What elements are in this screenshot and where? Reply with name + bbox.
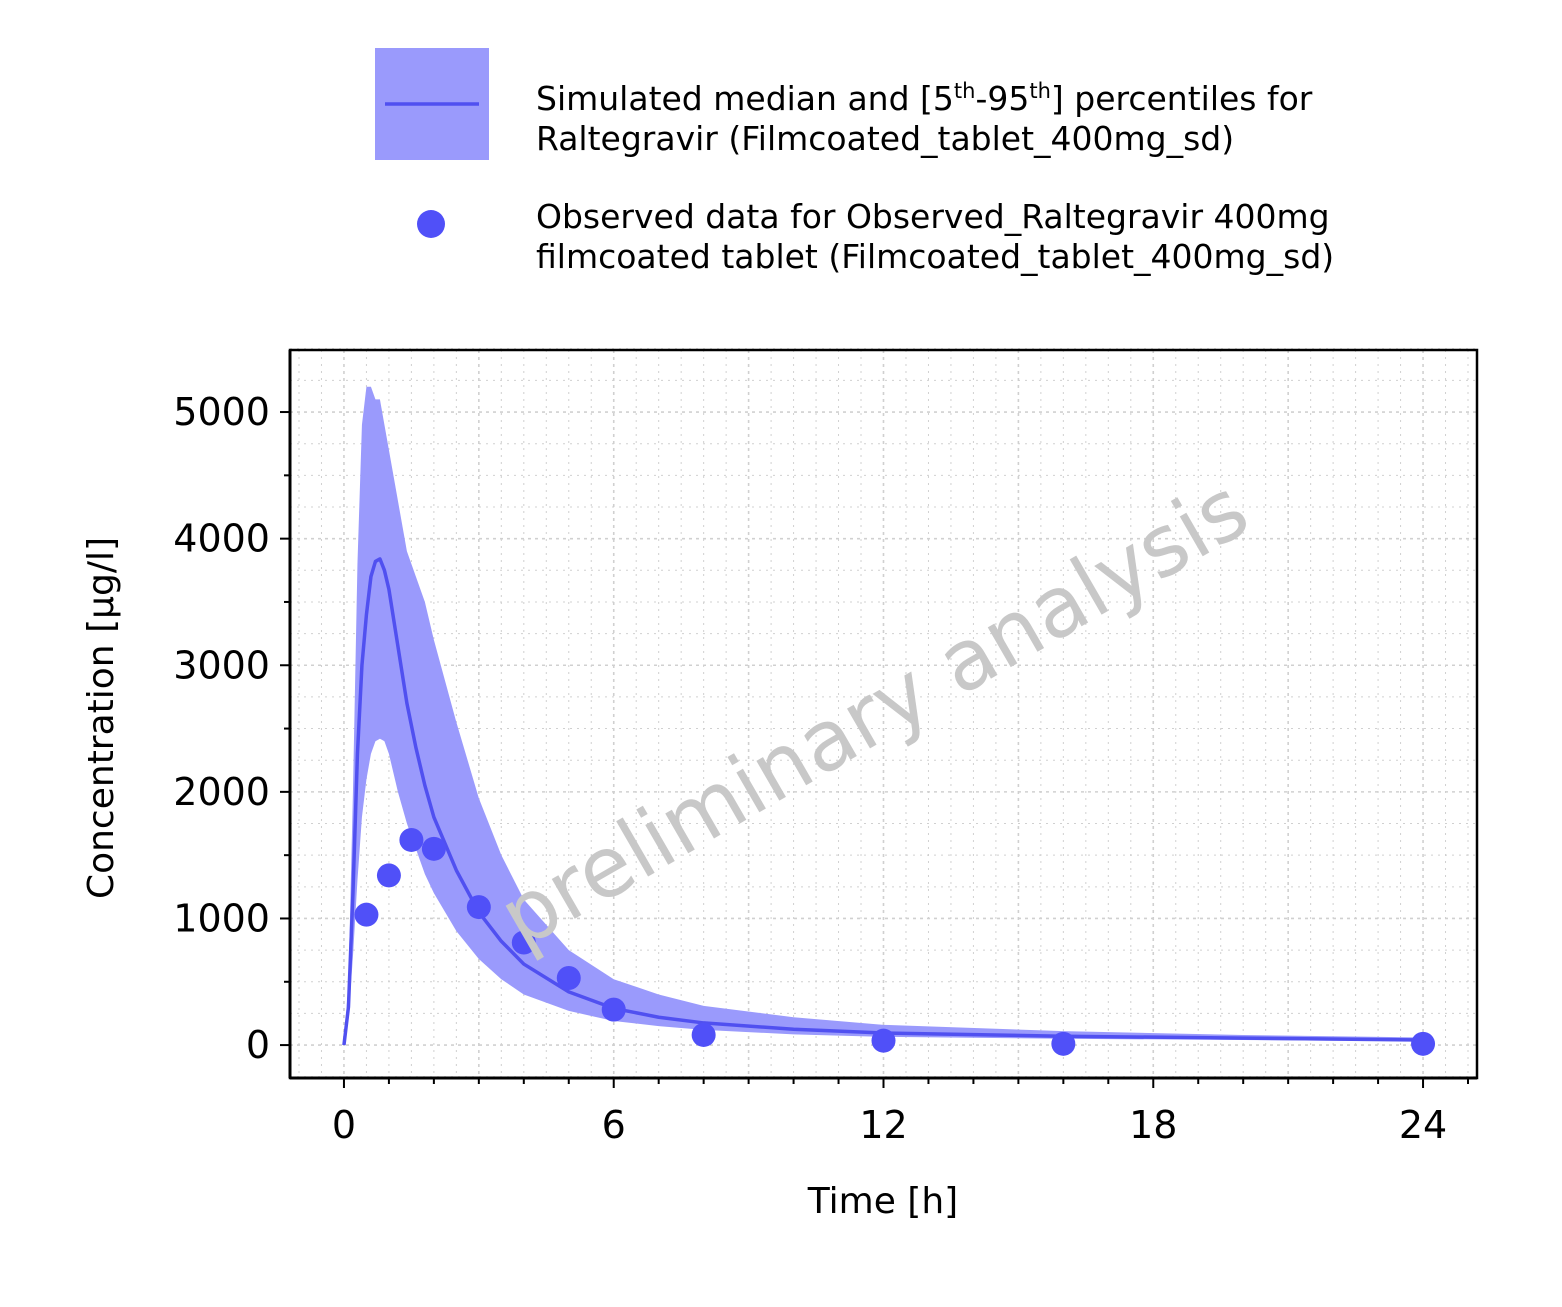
legend-simulated-part2: -95	[975, 79, 1029, 118]
y-tick-label: 1000	[173, 896, 270, 940]
observed-points	[354, 827, 1436, 1056]
observed-point	[601, 997, 626, 1022]
median-line	[342, 557, 1424, 1046]
y-tick-label: 3000	[173, 643, 270, 687]
observed-point	[1411, 1031, 1436, 1056]
x-tick-label: 24	[1399, 1103, 1447, 1147]
legend-simulated-part1: Simulated median and [5	[536, 79, 954, 118]
y-tick-label: 0	[246, 1023, 270, 1067]
x-axis-title: Time [h]	[807, 1181, 958, 1222]
y-tick-label: 2000	[173, 770, 270, 814]
observed-point	[354, 902, 379, 927]
x-tick-label: 18	[1129, 1103, 1177, 1147]
y-axis-title: Concentration [µg/l]	[81, 537, 122, 899]
legend-simulated-line2: Raltegravir (Filmcoated_tablet_400mg_sd)	[536, 119, 1234, 158]
axes	[280, 348, 1479, 1088]
legend-observed-marker	[417, 210, 445, 238]
observed-point	[511, 930, 536, 955]
tick-labels: 0 6 12 18 24 0 1000 2000 3000 4000 5000	[173, 390, 1447, 1147]
y-tick-label: 5000	[173, 390, 270, 434]
legend-observed-line1: Observed data for Observed_Raltegravir 4…	[536, 197, 1330, 236]
y-tick-label: 4000	[173, 517, 270, 561]
observed-point	[871, 1028, 896, 1053]
legend-simulated-label: Simulated median and [5th-95th] percenti…	[536, 79, 1313, 118]
legend-observed-line2: filmcoated tablet (Filmcoated_tablet_400…	[536, 237, 1334, 276]
observed-point	[1051, 1031, 1076, 1056]
grid	[290, 348, 1477, 1078]
observed-point	[691, 1022, 716, 1047]
x-tick-label: 12	[859, 1103, 907, 1147]
observed-point	[466, 895, 491, 920]
watermark: preliminary analysis	[483, 459, 1264, 967]
median-line-path	[342, 557, 1424, 1046]
observed-point	[399, 827, 424, 852]
x-tick-label: 0	[332, 1103, 356, 1147]
legend-simulated-part3: ] percentiles for	[1051, 79, 1313, 118]
observed-point	[376, 863, 401, 888]
observed-point	[421, 836, 446, 861]
x-tick-label: 6	[602, 1103, 626, 1147]
observed-point	[556, 965, 581, 990]
legend-simulated-sup1: th	[954, 79, 976, 103]
legend: Simulated median and [5th-95th] percenti…	[375, 48, 1334, 276]
legend-simulated-sup2: th	[1029, 79, 1051, 103]
